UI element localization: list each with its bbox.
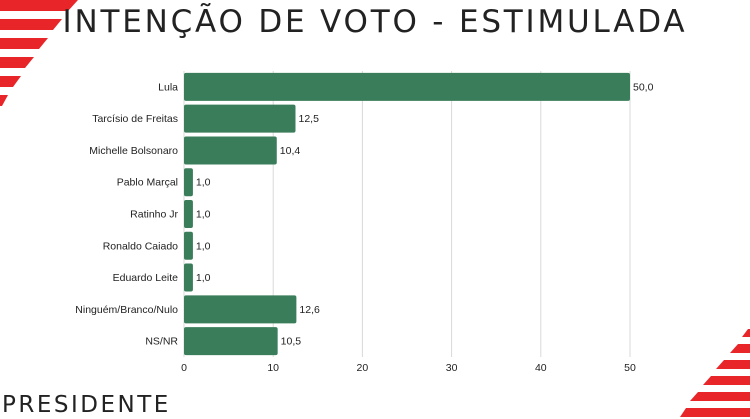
x-tick-label-40: 40 xyxy=(535,362,547,374)
bar-1 xyxy=(184,104,296,133)
x-tick-label-50: 50 xyxy=(624,362,636,374)
category-label-1: Tarcísio de Freitas xyxy=(92,113,178,125)
value-label-5: 1,0 xyxy=(196,240,211,252)
value-label-1: 12,5 xyxy=(299,113,320,125)
x-tick-label-30: 30 xyxy=(446,362,458,374)
category-label-5: Ronaldo Caiado xyxy=(103,240,178,252)
value-label-7: 12,6 xyxy=(299,304,320,316)
category-label-0: Lula xyxy=(158,81,178,93)
bar-6 xyxy=(184,263,193,292)
x-tick-label-0: 0 xyxy=(181,362,187,374)
category-label-7: Ninguém/Branco/Nulo xyxy=(75,304,178,316)
category-label-6: Eduardo Leite xyxy=(113,272,179,284)
category-label-4: Ratinho Jr xyxy=(130,209,178,221)
bar-8 xyxy=(184,327,278,356)
value-label-6: 1,0 xyxy=(196,272,211,284)
value-label-2: 10,4 xyxy=(280,145,301,157)
value-label-0: 50,0 xyxy=(633,81,654,93)
x-tick-label-20: 20 xyxy=(357,362,369,374)
category-label-3: Pablo Marçal xyxy=(117,177,178,189)
bar-chart: Lula 50,0 Tarcísio de Freitas 12,5 Michelle … xyxy=(75,71,654,374)
page-title: INTENÇÃO DE VOTO - ESTIMULADA xyxy=(62,4,688,40)
stripes-bottom-right-decoration xyxy=(680,329,750,417)
bar-2 xyxy=(184,136,277,165)
bar-0 xyxy=(184,72,630,101)
x-tick-label-10: 10 xyxy=(267,362,279,374)
bar-7 xyxy=(184,295,297,324)
category-label-8: NS/NR xyxy=(145,336,178,348)
bar-4 xyxy=(184,200,193,228)
stripes-top-left-decoration xyxy=(0,0,78,106)
bar-5 xyxy=(184,231,193,260)
section-label: PRESIDENTE xyxy=(2,392,171,418)
value-label-4: 1,0 xyxy=(196,209,211,221)
bar-3 xyxy=(184,168,193,197)
category-label-2: Michelle Bolsonaro xyxy=(89,145,178,157)
value-label-3: 1,0 xyxy=(196,177,211,189)
value-label-8: 10,5 xyxy=(281,336,302,348)
